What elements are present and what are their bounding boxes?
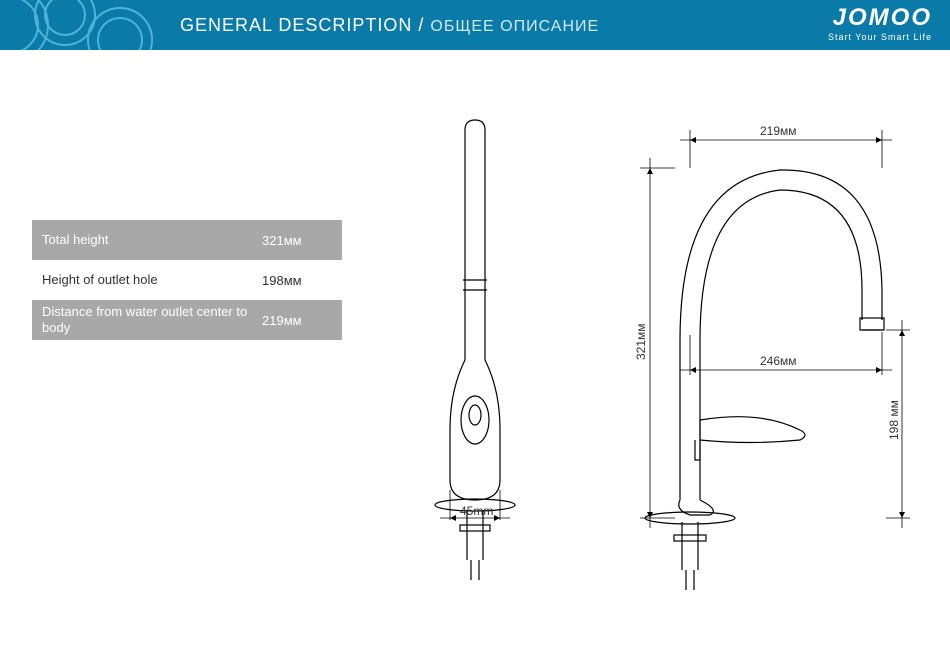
table-row: Height of outlet hole 198мм <box>32 260 342 300</box>
spec-value: 219мм <box>262 313 332 328</box>
drawing-svg: 45mm <box>370 90 930 630</box>
brand-block: JOMOO Start Your Smart Life <box>828 4 932 42</box>
spec-value: 321мм <box>262 233 332 248</box>
spec-label: Height of outlet hole <box>42 272 262 288</box>
dim-spout-reach: 219мм <box>760 124 797 138</box>
dim-total-height: 321мм <box>634 323 648 360</box>
table-row: Total height 321мм <box>32 220 342 260</box>
spec-label: Total height <box>42 232 262 248</box>
brand-logo: JOMOO <box>828 4 932 32</box>
front-view: 45mm <box>435 120 515 580</box>
spec-value: 198мм <box>262 273 332 288</box>
side-view: 219мм 321мм 246мм <box>634 124 910 590</box>
technical-drawings: 45mm <box>370 90 930 630</box>
title-separator: / <box>418 15 430 35</box>
brand-tagline: Start Your Smart Life <box>828 32 932 42</box>
header-bar: GENERAL DESCRIPTION / ОБЩЕЕ ОПИСАНИЕ JOM… <box>0 0 950 50</box>
dim-lever-reach: 246мм <box>760 354 797 368</box>
dim-outlet-height: 198 мм <box>887 400 901 440</box>
title-en: GENERAL DESCRIPTION <box>180 15 412 35</box>
spec-label: Distance from water outlet center to bod… <box>42 304 262 335</box>
dim-base-width: 45mm <box>460 504 493 518</box>
spec-table: Total height 321мм Height of outlet hole… <box>32 220 342 340</box>
table-row: Distance from water outlet center to bod… <box>32 300 342 340</box>
header-title: GENERAL DESCRIPTION / ОБЩЕЕ ОПИСАНИЕ <box>180 15 599 36</box>
title-ru: ОБЩЕЕ ОПИСАНИЕ <box>430 18 599 35</box>
header-ornament <box>0 0 160 50</box>
content-area: Total height 321мм Height of outlet hole… <box>0 50 950 645</box>
